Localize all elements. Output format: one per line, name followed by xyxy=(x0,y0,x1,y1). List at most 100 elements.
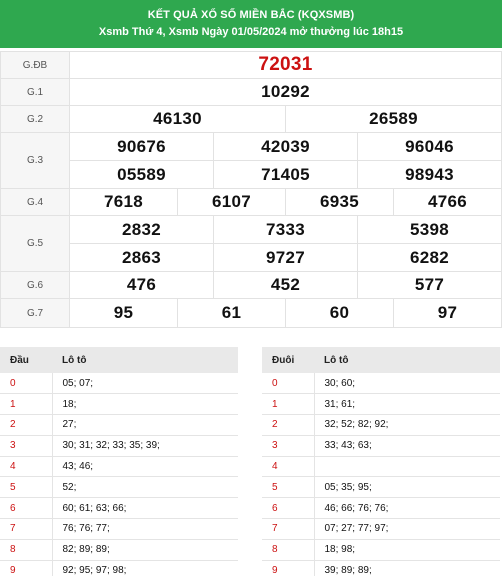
prize-number: 6107 xyxy=(211,192,252,211)
prize-cell: 72031 xyxy=(69,51,502,79)
table-row: 2 32; 52; 82; 92; xyxy=(262,414,500,436)
column-header-loto: Lô tô xyxy=(52,347,238,373)
head-digit: 9 xyxy=(0,560,53,576)
prize-number: 6935 xyxy=(319,192,360,211)
loto-values: 60; 61; 63; 66; xyxy=(52,497,238,520)
prize-cell: 96046 xyxy=(357,132,502,161)
prize-number: 46130 xyxy=(153,109,202,128)
prize-label: G.6 xyxy=(0,271,70,299)
prize-number: 98943 xyxy=(405,164,454,184)
prize-number: 7618 xyxy=(103,192,144,211)
table-row: 3 33; 43; 63; xyxy=(262,435,500,457)
loto-head-table: Đầu Lô tô 0 05; 07; 1 18; 2 27; 3 30; 31; 32… xyxy=(0,347,238,576)
tail-digit: 3 xyxy=(262,435,315,457)
table-row: 2 27; xyxy=(0,414,238,436)
prize-cell: 2832 xyxy=(69,215,214,244)
tail-digit: 5 xyxy=(262,476,315,499)
loto-values: 33; 43; 63; xyxy=(314,435,500,457)
prize-label: G.2 xyxy=(0,105,70,133)
head-digit: 7 xyxy=(0,518,53,540)
prize-number: 96046 xyxy=(405,136,454,156)
column-header-head: Đầu xyxy=(0,347,52,373)
prize-results-table: G.ĐB 72031 G.1 10292 G.2 46130 26589 G.3… xyxy=(0,51,502,328)
prize-number: 452 xyxy=(270,275,301,294)
tail-digit: 2 xyxy=(262,414,315,436)
prize-cell: 90676 xyxy=(69,132,214,161)
prize-cell: 4766 xyxy=(393,188,502,216)
prize-cell: 7618 xyxy=(69,188,178,216)
head-digit: 1 xyxy=(0,393,53,416)
table-row: 8 18; 98; xyxy=(262,539,500,561)
prize-cell: 6935 xyxy=(285,188,394,216)
prize-row-g3: G.3 90676 42039 96046 xyxy=(0,132,502,189)
loto-values: 46; 66; 76; 76; xyxy=(314,497,500,520)
prize-cell: 05589 xyxy=(69,160,214,189)
table-row: 8 82; 89; 89; xyxy=(0,539,238,561)
loto-values: 43; 46; xyxy=(52,456,238,478)
table-row: 9 39; 89; 89; xyxy=(262,560,500,576)
table-row: 9 92; 95; 97; 98; xyxy=(0,560,238,576)
table-row: 6 46; 66; 76; 76; xyxy=(262,497,500,520)
prize-number: 2863 xyxy=(121,247,162,267)
prize-number: 61 xyxy=(221,303,242,322)
table-row: 1 31; 61; xyxy=(262,393,500,416)
tail-digit: 6 xyxy=(262,497,315,520)
tail-digit: 7 xyxy=(262,518,315,540)
prize-cell: 2863 xyxy=(69,243,214,272)
prize-number: 7333 xyxy=(265,219,306,239)
prize-number: 26589 xyxy=(369,109,418,128)
prize-row-g6: G.6 476 452 577 xyxy=(0,271,502,299)
prize-number: 9727 xyxy=(265,247,306,267)
tail-digit: 8 xyxy=(262,539,315,561)
prize-number: 476 xyxy=(126,275,157,294)
loto-values: 52; xyxy=(52,476,238,499)
special-prize-number: 72031 xyxy=(258,54,313,75)
prize-row-g5-second: 2863 9727 6282 xyxy=(1,243,502,272)
loto-head-header-row: Đầu Lô tô xyxy=(0,347,238,373)
head-digit: 0 xyxy=(0,373,53,395)
table-row: 0 30; 60; xyxy=(262,373,500,395)
prize-row-g5: G.5 2832 7333 5398 xyxy=(0,215,502,272)
prize-cell: 60 xyxy=(285,298,394,328)
loto-values: 05; 35; 95; xyxy=(314,476,500,499)
prize-cell: 71405 xyxy=(213,160,358,189)
prize-cell: 6107 xyxy=(177,188,286,216)
tail-digit: 4 xyxy=(262,456,315,478)
column-header-loto: Lô tô xyxy=(314,347,500,373)
prize-cell: 95 xyxy=(69,298,178,328)
draw-date-subtitle: Xsmb Thứ 4, Xsmb Ngày 01/05/2024 mở thưở… xyxy=(98,26,404,38)
prize-cell: 6282 xyxy=(357,243,502,272)
table-row: 4 xyxy=(262,456,500,478)
prize-cell: 577 xyxy=(357,271,502,299)
prize-label: G.ĐB xyxy=(0,51,70,79)
table-row: 0 05; 07; xyxy=(0,373,238,395)
prize-number: 71405 xyxy=(261,164,310,184)
prize-cell: 10292 xyxy=(69,78,502,106)
prize-number: 6282 xyxy=(409,247,450,267)
table-row: 5 52; xyxy=(0,476,238,499)
prize-label: G.1 xyxy=(0,78,70,106)
head-digit: 4 xyxy=(0,456,53,478)
head-digit: 8 xyxy=(0,539,53,561)
prize-number: 97 xyxy=(437,303,458,322)
head-digit: 3 xyxy=(0,435,53,457)
prize-number: 2832 xyxy=(121,219,162,239)
prize-cell: 46130 xyxy=(69,105,286,133)
table-row: 7 07; 27; 77; 97; xyxy=(262,518,500,540)
loto-values: 30; 31; 32; 33; 35; 39; xyxy=(52,435,238,457)
tail-digit: 0 xyxy=(262,373,315,395)
prize-cell: 42039 xyxy=(213,132,358,161)
loto-values: 39; 89; 89; xyxy=(314,560,500,576)
loto-values: 30; 60; xyxy=(314,373,500,395)
prize-row-g4: G.4 7618 6107 6935 4766 xyxy=(0,188,502,216)
prize-number: 5398 xyxy=(409,219,450,239)
head-digit: 2 xyxy=(0,414,53,436)
loto-tail-header-row: Đuôi Lô tô xyxy=(262,347,500,373)
prize-number: 95 xyxy=(113,303,134,322)
table-row: 5 05; 35; 95; xyxy=(262,476,500,499)
loto-values: 32; 52; 82; 92; xyxy=(314,414,500,436)
tail-digit: 1 xyxy=(262,393,315,416)
prize-number: 4766 xyxy=(427,192,468,211)
prize-cell: 7333 xyxy=(213,215,358,244)
prize-row-special: G.ĐB 72031 xyxy=(0,51,502,79)
